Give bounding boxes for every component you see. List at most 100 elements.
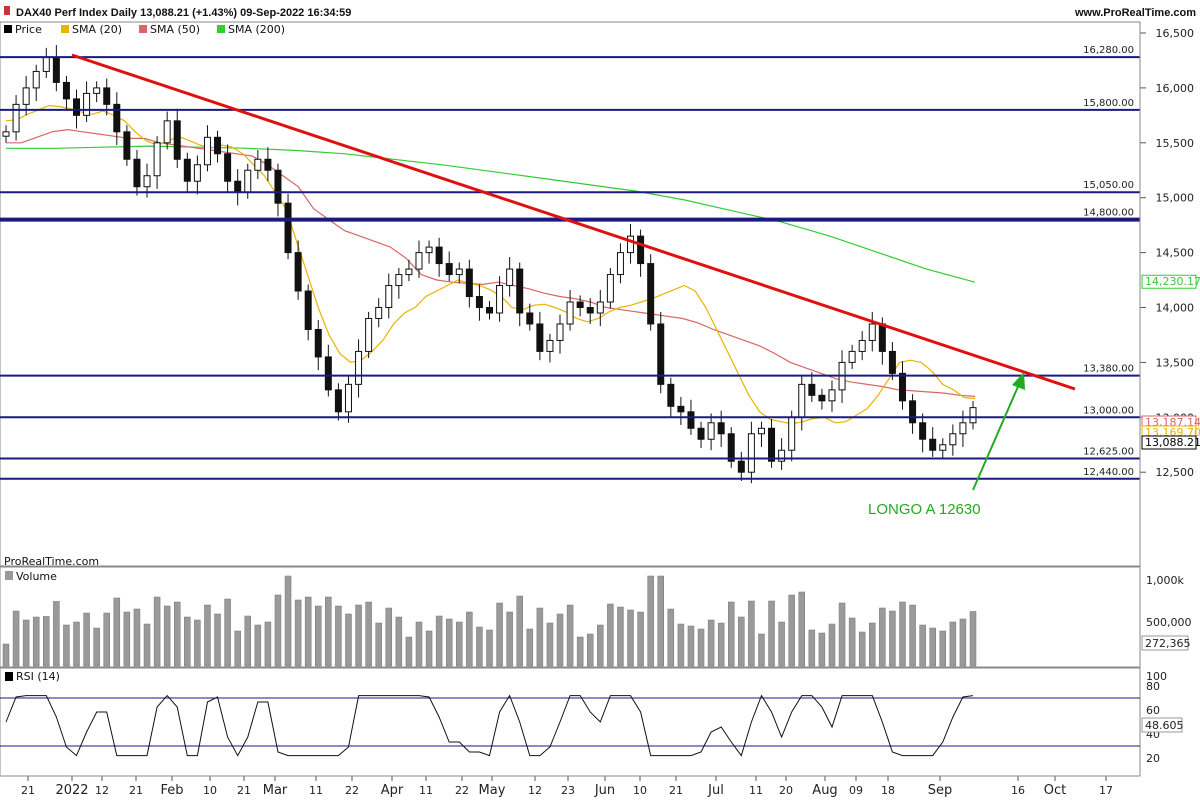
candle-body (113, 103, 121, 133)
candle-body (637, 235, 645, 265)
volume-bar (536, 607, 544, 667)
candle-body (284, 202, 292, 254)
volume-bar (204, 604, 211, 667)
level-label: 13,000.00 (1083, 405, 1134, 416)
legend-swatch (139, 25, 147, 33)
candle-body (334, 389, 342, 413)
candle-body (878, 323, 886, 352)
volume-tick-2: 500,000 (1146, 616, 1192, 629)
candle-body (828, 389, 836, 402)
candle-body (173, 120, 181, 160)
volume-bar (143, 623, 151, 667)
candle-layer (2, 45, 977, 484)
volume-bar (224, 598, 231, 667)
volume-bar (828, 623, 836, 667)
volume-bar (486, 629, 493, 667)
candle-body (445, 263, 453, 276)
volume-bar (2, 643, 10, 667)
price-tick-label: 14,000 (1156, 302, 1195, 315)
volume-bar (244, 615, 251, 667)
rsi-tick-label: 80 (1146, 680, 1160, 693)
volume-bar (294, 599, 302, 667)
candle-body (254, 158, 262, 171)
volume-bar (264, 621, 272, 667)
candle-body (808, 383, 816, 396)
candle-body (768, 427, 776, 462)
volume-bar (335, 605, 342, 667)
date-tick-label: Apr (381, 783, 404, 798)
date-tick-label: Oct (1044, 783, 1066, 798)
date-tick-label: 16 (1011, 784, 1025, 797)
site-label[interactable]: www.ProRealTime.com (1074, 7, 1196, 19)
legend-swatch (61, 25, 69, 33)
date-tick-label: May (479, 783, 506, 798)
volume-label: Volume (16, 570, 57, 583)
candle-body (2, 131, 10, 137)
rsi-line-layer (0, 694, 1140, 757)
volume-bar (415, 621, 423, 667)
date-tick-label: 21 (237, 784, 251, 797)
date-tick-label: 22 (345, 784, 359, 797)
price-tick-label: 15,500 (1156, 137, 1195, 150)
volume-bar (385, 607, 393, 667)
candle-body (22, 87, 30, 105)
candle-body (788, 416, 796, 451)
candle-body (677, 405, 685, 413)
volume-bar (194, 619, 201, 667)
last-value-label: 13,088.21 (1145, 436, 1200, 449)
date-tick-label: 11 (419, 784, 433, 797)
volume-bar (576, 636, 584, 667)
date-tick-label: 11 (309, 784, 323, 797)
date-tick-label: 21 (21, 784, 35, 797)
volume-bar (556, 613, 564, 667)
candle-body (798, 383, 806, 418)
candle-body (848, 350, 856, 363)
volume-bar (899, 601, 906, 667)
volume-bar (184, 616, 191, 667)
volume-bar (284, 575, 292, 667)
rsi-icon (5, 672, 13, 681)
candle-body (516, 268, 524, 314)
legend-label: SMA (200) (228, 23, 285, 36)
volume-bar (838, 602, 846, 667)
volume-bar (778, 621, 785, 667)
candle-body (42, 56, 50, 72)
date-tick-label: 17 (1099, 784, 1113, 797)
candle-body (133, 158, 141, 188)
candle-body (425, 246, 433, 254)
candle-body (868, 323, 876, 341)
volume-icon (5, 571, 13, 580)
candle-body (627, 235, 635, 254)
volume-bar (63, 624, 70, 667)
candle-body (153, 142, 161, 177)
date-tick-label: Jun (594, 783, 615, 798)
volume-bar (53, 601, 60, 667)
volume-bar (526, 628, 534, 667)
candle-body (616, 252, 624, 276)
candle-body (657, 323, 665, 385)
candle-body (737, 460, 745, 473)
volume-bars (2, 575, 977, 667)
candle-body (496, 285, 504, 314)
candle-body (667, 383, 675, 407)
legend-swatch (217, 25, 225, 33)
candle-body (344, 383, 352, 413)
sma200-line (6, 145, 976, 283)
candle-body (375, 307, 383, 319)
date-tick-label: Aug (812, 783, 837, 798)
downtrend-line (71, 53, 1076, 391)
candle-body (717, 422, 725, 435)
volume-bar (425, 630, 433, 667)
volume-bar (728, 601, 735, 667)
volume-bar (607, 603, 614, 667)
candle-body (576, 301, 584, 309)
volume-bar (304, 596, 312, 667)
volume-bar (113, 597, 121, 667)
date-tick-label: 12 (528, 784, 542, 797)
volume-bar (627, 609, 634, 667)
candle-body (203, 136, 211, 166)
candle-body (757, 427, 765, 435)
rsi-tick-label: 20 (1146, 752, 1160, 765)
volume-bar (214, 613, 221, 667)
candle-body (455, 268, 463, 276)
